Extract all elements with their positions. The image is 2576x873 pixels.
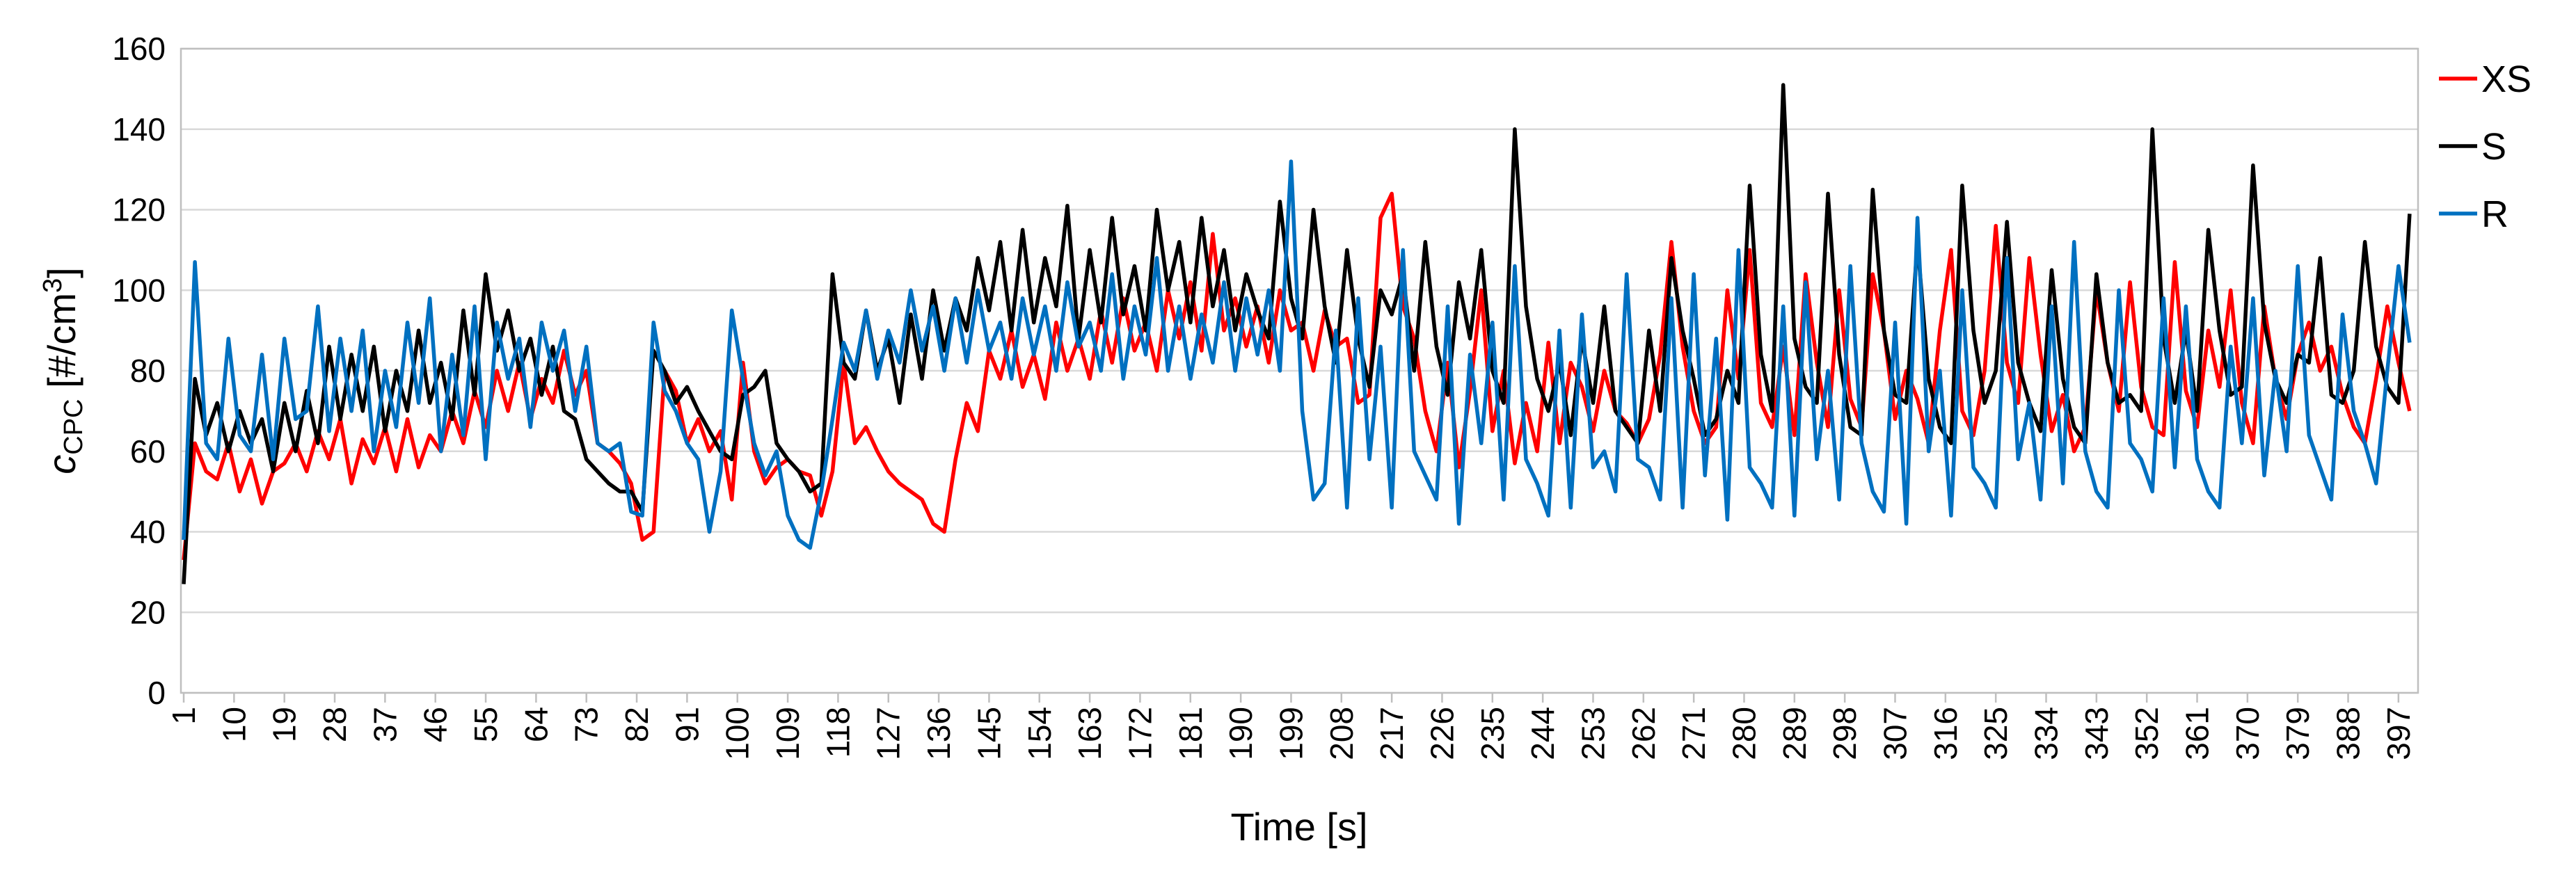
legend-label: S bbox=[2481, 126, 2506, 168]
x-tick-label: 271 bbox=[1676, 707, 1712, 760]
x-tick-label: 397 bbox=[2380, 707, 2417, 760]
x-tick-label: 379 bbox=[2280, 707, 2316, 760]
x-tick-label: 55 bbox=[468, 707, 504, 742]
x-tick-label: 298 bbox=[1827, 707, 1863, 760]
x-tick-label: 82 bbox=[619, 707, 655, 742]
y-label-subscript: CPC bbox=[59, 399, 88, 454]
x-tick-label: 289 bbox=[1776, 707, 1813, 760]
x-tick-label: 244 bbox=[1525, 707, 1561, 760]
x-tick-label: 217 bbox=[1374, 707, 1410, 760]
legend-label: R bbox=[2481, 193, 2509, 235]
y-tick-label: 140 bbox=[112, 111, 166, 147]
x-axis-label: Time [s] bbox=[1230, 805, 1367, 849]
x-tick-label: 352 bbox=[2129, 707, 2165, 760]
y-tick-label: 60 bbox=[130, 433, 166, 470]
x-tick-label: 73 bbox=[569, 707, 605, 742]
x-tick-label: 19 bbox=[267, 707, 303, 742]
x-tick-label: 172 bbox=[1122, 707, 1158, 760]
x-tick-label: 253 bbox=[1575, 707, 1611, 760]
x-tick-label: 154 bbox=[1021, 707, 1058, 760]
y-axis-label: cCPC [#/cm3] bbox=[38, 267, 88, 474]
y-label-unit: [#/cm bbox=[40, 293, 84, 399]
y-tick-label: 100 bbox=[112, 272, 166, 308]
y-label-close: ] bbox=[40, 267, 84, 278]
x-tick-label: 118 bbox=[820, 707, 856, 758]
x-tick-label: 181 bbox=[1172, 707, 1209, 760]
legend-label: XS bbox=[2481, 58, 2531, 100]
x-tick-label: 91 bbox=[669, 707, 705, 742]
x-tick-label: 370 bbox=[2229, 707, 2266, 760]
x-tick-label: 28 bbox=[317, 707, 353, 742]
x-tick-label: 325 bbox=[1978, 707, 2014, 760]
x-tick-label: 307 bbox=[1877, 707, 1913, 760]
series-line bbox=[182, 159, 2412, 550]
x-tick-label: 127 bbox=[870, 707, 907, 760]
x-tick-label: 190 bbox=[1223, 707, 1259, 760]
x-tick-label: 136 bbox=[921, 707, 957, 760]
x-tick-label: 208 bbox=[1323, 707, 1360, 760]
x-tick-label: 1 bbox=[166, 707, 202, 725]
x-tick-label: 316 bbox=[1927, 707, 1964, 760]
x-tick-label: 46 bbox=[418, 707, 454, 742]
x-tick-label: 199 bbox=[1273, 707, 1309, 760]
x-tick-label: 163 bbox=[1072, 707, 1108, 760]
plot-border bbox=[180, 47, 2419, 694]
x-tick-label: 280 bbox=[1726, 707, 1762, 760]
x-tick-label: 343 bbox=[2078, 707, 2115, 760]
x-tick-label: 37 bbox=[367, 707, 403, 742]
y-tick-label: 40 bbox=[130, 514, 166, 550]
x-tick-label: 145 bbox=[971, 707, 1007, 760]
x-tick-label: 235 bbox=[1474, 707, 1511, 760]
x-tick-label: 64 bbox=[518, 707, 554, 742]
y-tick-label: 160 bbox=[112, 31, 166, 67]
y-tick-label: 20 bbox=[130, 594, 166, 630]
x-tick-label: 100 bbox=[719, 707, 756, 760]
x-tick-label: 262 bbox=[1625, 707, 1662, 760]
x-tick-label: 226 bbox=[1424, 707, 1460, 760]
x-tick-label: 334 bbox=[2028, 707, 2065, 760]
y-label-superscript: 3 bbox=[38, 278, 67, 293]
y-tick-label: 0 bbox=[148, 675, 166, 711]
y-label-symbol: c bbox=[40, 455, 84, 474]
y-tick-label: 120 bbox=[112, 192, 166, 228]
y-tick-label: 80 bbox=[130, 353, 166, 389]
x-tick-label: 388 bbox=[2330, 707, 2367, 760]
series-line bbox=[182, 83, 2412, 584]
x-tick-label: 109 bbox=[770, 707, 806, 760]
x-tick-label: 361 bbox=[2179, 707, 2216, 760]
x-tick-label: 10 bbox=[216, 707, 252, 742]
